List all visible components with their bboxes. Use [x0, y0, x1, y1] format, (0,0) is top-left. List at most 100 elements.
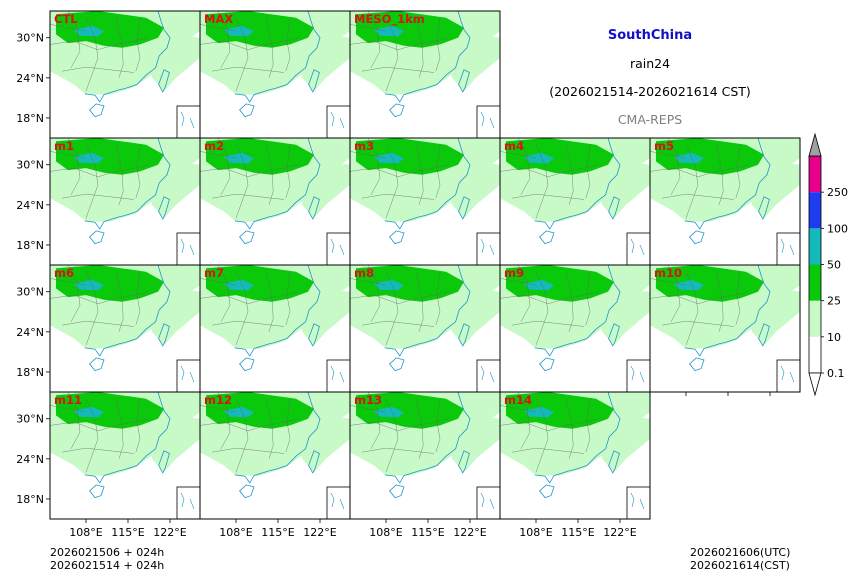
map-panel-m14: m14	[499, 391, 651, 520]
province-border	[135, 144, 141, 199]
map-panel-m7: m7	[199, 264, 351, 393]
province-border	[235, 271, 249, 346]
province-border	[517, 392, 531, 449]
province-border	[200, 278, 237, 286]
rain-area-heavy	[224, 152, 254, 164]
colorbar-segment	[809, 300, 821, 337]
map-panel-meso_1km: MESO_1km	[349, 10, 501, 139]
forecast-period: (2026021514-2026021614 CST)	[549, 84, 751, 99]
taiwan-outline	[458, 323, 470, 347]
province-border	[67, 11, 81, 68]
colorbar-tick-label: 100	[827, 222, 848, 235]
province-border	[361, 193, 435, 200]
rain-area-moderate	[506, 138, 614, 175]
lon-tick-label: 122°E	[153, 526, 186, 539]
province-border	[67, 392, 81, 449]
lat-tick-label: 18°N	[16, 112, 44, 125]
rain-area-offshore	[146, 158, 200, 219]
rain-area-offshore	[296, 31, 350, 92]
province-border	[50, 278, 87, 286]
province-border	[367, 11, 381, 68]
coastline	[534, 265, 621, 357]
province-border	[650, 164, 750, 178]
inset-islands	[330, 365, 345, 383]
hainan-outline	[389, 230, 405, 245]
province-border	[217, 392, 231, 449]
province-border	[135, 271, 141, 326]
lon-tick-label: 108°E	[219, 526, 252, 539]
colorbar-segment	[809, 192, 821, 229]
lat-tick-label: 24°N	[16, 72, 44, 85]
lat-tick-label: 18°N	[16, 239, 44, 252]
province-border	[285, 398, 291, 453]
province-border	[500, 405, 537, 413]
province-border	[385, 144, 399, 219]
province-border	[385, 398, 399, 473]
province-border	[585, 271, 591, 326]
lon-tick-label: 108°E	[369, 526, 402, 539]
rain-area-moderate	[356, 392, 464, 429]
province-border	[500, 278, 537, 286]
province-border	[535, 271, 549, 346]
province-border	[285, 144, 291, 199]
province-border	[115, 271, 124, 332]
hainan-outline	[239, 357, 255, 372]
province-border	[565, 144, 574, 205]
province-border	[85, 271, 99, 346]
south-sea-inset	[176, 359, 200, 392]
province-border	[367, 138, 381, 195]
hainan-outline	[89, 103, 105, 118]
province-border	[685, 271, 699, 346]
variable-name: rain24	[629, 56, 671, 71]
province-border	[217, 11, 231, 68]
taiwan-outline	[758, 323, 770, 347]
province-border	[361, 66, 435, 73]
province-border	[350, 278, 387, 286]
taiwan-outline	[608, 323, 620, 347]
province-border	[217, 138, 231, 195]
province-border	[50, 151, 87, 159]
province-border	[435, 17, 441, 72]
south-sea-inset	[776, 232, 800, 265]
coastline	[234, 392, 321, 484]
province-border	[265, 271, 274, 332]
province-border	[650, 291, 750, 305]
inset-islands	[180, 365, 195, 383]
province-border	[285, 17, 291, 72]
rain-area-offshore	[296, 285, 350, 346]
province-border	[115, 144, 124, 205]
taiwan-outline	[608, 450, 620, 474]
south-sea-inset	[176, 232, 200, 265]
coastline	[84, 392, 171, 484]
province-border	[235, 17, 249, 92]
lat-tick-label: 30°N	[16, 413, 44, 426]
rain-area-heavy	[74, 25, 104, 37]
province-border	[67, 265, 81, 322]
province-border	[50, 37, 150, 51]
rain-area-moderate	[356, 11, 464, 48]
lat-tick-label: 18°N	[16, 366, 44, 379]
province-border	[50, 405, 87, 413]
rain-area-moderate	[656, 138, 764, 175]
province-border	[661, 320, 735, 327]
hainan-outline	[389, 357, 405, 372]
footer-valid-time: 2026021606(UTC) 2026021614(CST)	[690, 546, 790, 572]
province-border	[361, 447, 435, 454]
map-panel-m4: m4	[499, 137, 651, 266]
rain-area-offshore	[596, 158, 650, 219]
province-border	[667, 265, 681, 322]
province-border	[67, 138, 81, 195]
map-panel-m10: m10	[649, 264, 801, 393]
rain-area-heavy	[74, 152, 104, 164]
hainan-outline	[689, 230, 705, 245]
hainan-outline	[689, 357, 705, 372]
lat-tick-label: 24°N	[16, 326, 44, 339]
province-border	[350, 151, 387, 159]
lat-tick-label: 30°N	[16, 32, 44, 45]
panel-label: MESO_1km	[354, 12, 425, 27]
south-sea-inset	[626, 232, 650, 265]
coastline	[684, 265, 771, 357]
map-panel-m2: m2	[199, 137, 351, 266]
panel-label: m11	[54, 393, 82, 407]
south-sea-inset	[326, 486, 350, 519]
